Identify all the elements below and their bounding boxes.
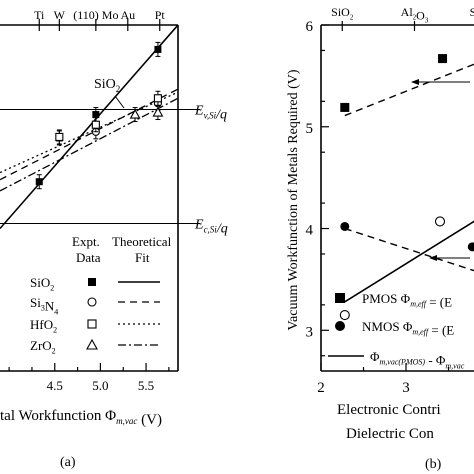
data-point bbox=[35, 178, 43, 186]
x-tick-label: 5.5 bbox=[138, 378, 154, 393]
top-metal-label: Au bbox=[120, 8, 135, 22]
legend-header-fit2: Fit bbox=[135, 250, 150, 265]
right-y-axis-title: Vacuum Workfunction of Metals Required (… bbox=[286, 69, 301, 330]
reference-label: Ev,Si/q bbox=[194, 103, 227, 122]
data-point bbox=[92, 111, 100, 119]
legend-label: SiO2 bbox=[30, 275, 54, 293]
legend-marker bbox=[88, 278, 96, 286]
annotation-arrow bbox=[114, 95, 125, 109]
right-x-axis-title-2: Dielectric Con bbox=[346, 426, 434, 442]
legend-marker bbox=[87, 297, 97, 307]
data-point bbox=[129, 108, 141, 119]
data-point bbox=[434, 216, 446, 227]
data-point bbox=[467, 242, 474, 252]
data-point bbox=[154, 45, 162, 53]
panel-label-b: (b) bbox=[425, 457, 442, 472]
fit-line bbox=[0, 88, 178, 181]
x-tick-label: 3 bbox=[402, 380, 410, 396]
data-point bbox=[438, 54, 448, 64]
legend-label: Si3N4 bbox=[30, 295, 58, 316]
x-tick-label: 4.5 bbox=[47, 378, 63, 393]
data-point bbox=[340, 221, 350, 231]
top-dielectric-label: Si3N4 bbox=[470, 5, 474, 25]
legend-label: NMOS Φm,eff = (E bbox=[362, 319, 454, 338]
right-x-axis-title: Electronic Contri bbox=[337, 402, 441, 418]
legend-header-data2: Data bbox=[76, 250, 101, 265]
fit-line bbox=[0, 25, 178, 230]
top-metal-label: (110) Mo bbox=[73, 8, 118, 22]
fit-line bbox=[344, 220, 474, 303]
top-metal-label: Pt bbox=[155, 8, 166, 22]
fit-line bbox=[344, 63, 474, 117]
right-chart: SiO2 Al2O3 Si3N4 3 4 5 6 2 3 PMOS Φm,eff = (E NM… bbox=[286, 5, 474, 472]
fit-line bbox=[344, 227, 474, 272]
y-tick-label: 4 bbox=[306, 223, 314, 239]
legend-header-data: Expt. bbox=[72, 234, 100, 249]
legend-header-fit: Theoretical bbox=[112, 234, 172, 249]
data-point bbox=[339, 309, 350, 321]
legend-label: HfO2 bbox=[30, 317, 57, 335]
y-tick-label: 5 bbox=[306, 121, 314, 137]
fit-line bbox=[0, 91, 178, 174]
data-point bbox=[153, 94, 162, 103]
sio2-annotation: SiO2 bbox=[94, 77, 120, 94]
legend-label: Φm,vac(PMOS) - Φm,vac bbox=[370, 349, 465, 370]
legend-marker bbox=[335, 321, 345, 331]
left-chart: Ti W (110) Mo Au Pt 4.5 5.0 5.5 Ev,Si/q Ec,Si/q… bbox=[0, 8, 228, 470]
data-point bbox=[152, 106, 164, 117]
top-dielectric-label: Al2O3 bbox=[401, 5, 429, 25]
data-point bbox=[91, 120, 100, 129]
legend-label: PMOS Φm,eff = (E bbox=[362, 291, 452, 310]
top-dielectric-label: SiO2 bbox=[331, 5, 354, 21]
legend-marker bbox=[87, 319, 97, 329]
left-x-axis-title: tal Workfunction Φm,vac (V) bbox=[0, 408, 162, 428]
panel-label-a: (a) bbox=[60, 455, 76, 470]
top-metal-label: W bbox=[54, 8, 66, 22]
reference-label: Ec,Si/q bbox=[194, 217, 228, 236]
legend-label: ZrO2 bbox=[30, 338, 56, 356]
legend-marker bbox=[86, 338, 98, 350]
y-tick-label: 3 bbox=[306, 324, 314, 340]
x-tick-label: 5.0 bbox=[92, 378, 108, 393]
x-tick-label: 2 bbox=[317, 380, 325, 396]
data-point bbox=[340, 102, 350, 112]
data-point bbox=[55, 132, 64, 141]
top-metal-label: Ti bbox=[34, 8, 45, 22]
fit-line bbox=[0, 97, 178, 192]
legend-marker bbox=[335, 293, 345, 303]
y-tick-label: 6 bbox=[306, 19, 314, 35]
